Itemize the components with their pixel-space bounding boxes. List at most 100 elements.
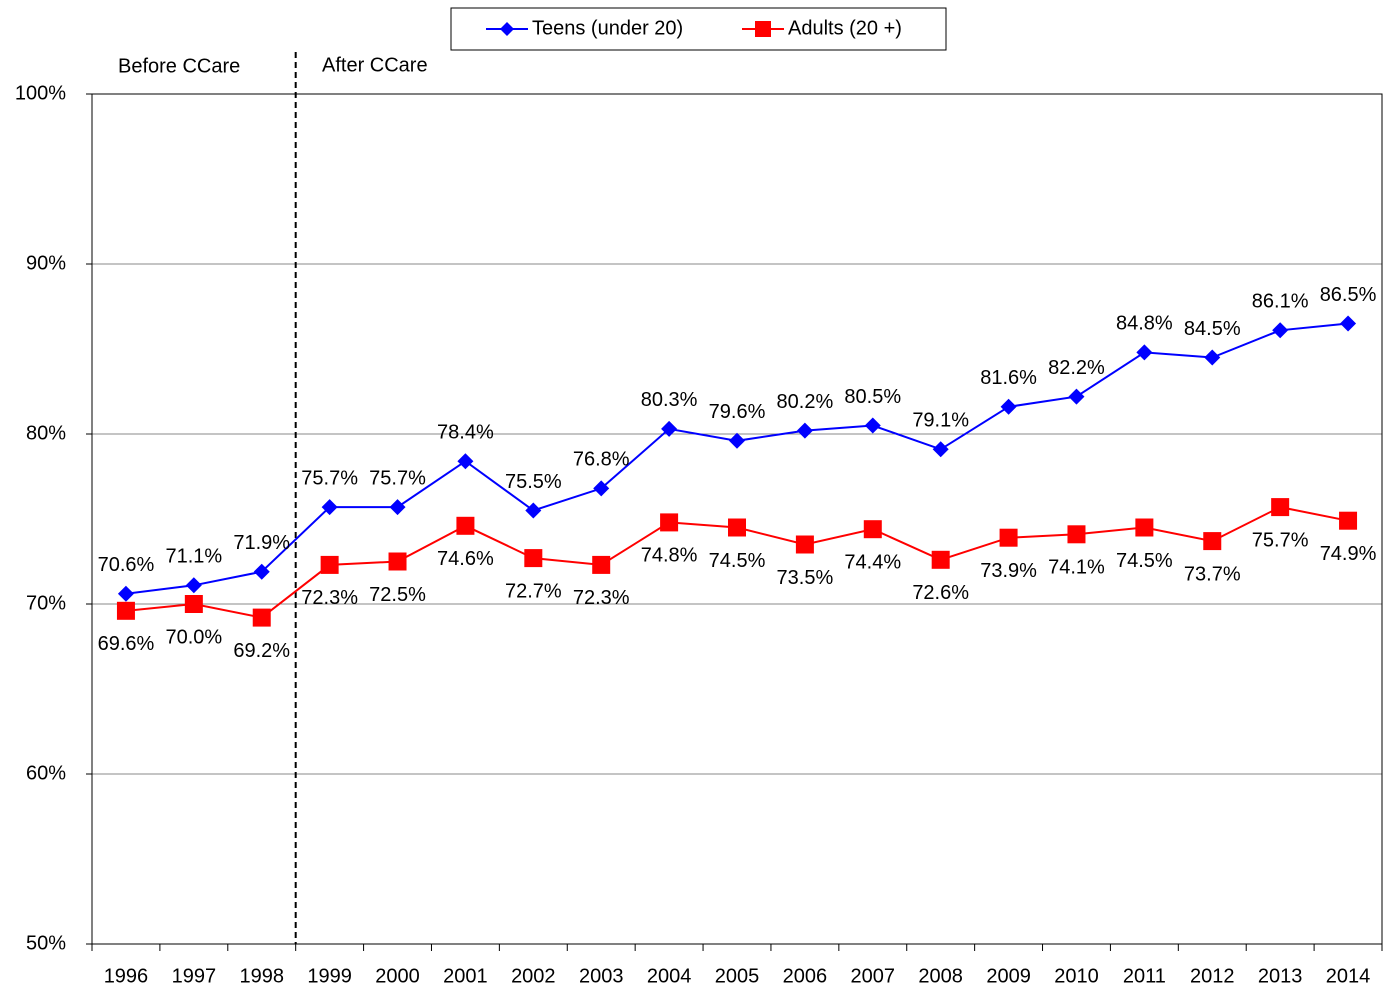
data-label: 79.6%: [709, 401, 766, 423]
x-tick-label: 2012: [1190, 965, 1235, 987]
x-tick-label: 2000: [375, 965, 420, 987]
data-label: 79.1%: [912, 410, 969, 432]
data-point: [320, 555, 339, 574]
data-label: 72.7%: [505, 580, 562, 602]
data-point: [389, 499, 406, 516]
data-label: 75.5%: [505, 471, 562, 493]
data-label: 74.5%: [1116, 550, 1173, 572]
x-tick-label: 2003: [579, 965, 624, 987]
data-point: [1271, 498, 1290, 517]
data-label: 71.1%: [165, 546, 222, 568]
x-tick-label: 2011: [1123, 965, 1166, 987]
data-label: 81.6%: [980, 367, 1037, 389]
data-label: 71.9%: [233, 532, 290, 554]
data-label: 74.9%: [1320, 543, 1377, 565]
y-tick-label: 50%: [26, 932, 66, 954]
data-label: 86.5%: [1320, 284, 1377, 306]
data-point: [1272, 322, 1289, 339]
y-tick-label: 80%: [26, 422, 66, 444]
legend-box: [450, 7, 947, 51]
data-label: 84.8%: [1116, 313, 1173, 335]
annotation: Before CCare: [118, 55, 240, 77]
data-label: 80.3%: [641, 389, 698, 411]
data-label: 70.6%: [98, 554, 155, 576]
data-point: [1339, 511, 1358, 530]
data-point: [931, 550, 950, 569]
data-label: 74.4%: [844, 551, 901, 573]
legend-label: Teens (under 20): [532, 17, 683, 39]
data-point: [1203, 532, 1222, 551]
data-point: [1204, 349, 1221, 366]
x-tick-label: 1997: [172, 965, 217, 987]
data-point: [864, 417, 881, 434]
data-label: 80.2%: [777, 391, 834, 413]
data-label: 72.3%: [573, 587, 630, 609]
x-tick-label: 2008: [918, 965, 963, 987]
data-point: [184, 595, 203, 613]
data-point: [1067, 525, 1086, 544]
y-tick-label: 70%: [26, 592, 66, 614]
y-tick-label: 100%: [15, 82, 66, 104]
data-label: 69.2%: [233, 640, 290, 662]
x-tick-label: 2006: [783, 965, 828, 987]
data-point: [863, 520, 882, 539]
plot-border: [91, 93, 1383, 945]
data-label: 70.0%: [165, 626, 222, 648]
data-point: [253, 563, 270, 580]
data-label: 84.5%: [1184, 318, 1241, 340]
data-point: [1340, 315, 1357, 332]
x-tick-label: 1998: [239, 965, 284, 987]
y-tick-label: 90%: [26, 252, 66, 274]
x-tick-label: 1999: [307, 965, 352, 987]
data-label: 72.5%: [369, 584, 426, 606]
data-point: [456, 516, 475, 535]
annotation: After CCare: [322, 54, 428, 76]
data-point: [1135, 518, 1154, 537]
data-label: 74.1%: [1048, 557, 1105, 579]
legend-label: Adults (20 +): [788, 17, 902, 39]
data-label: 82.2%: [1048, 357, 1105, 379]
y-tick-label: 60%: [26, 762, 66, 784]
data-label: 86.1%: [1252, 291, 1309, 313]
data-point: [932, 441, 949, 458]
x-tick-label: 2001: [443, 965, 488, 987]
data-point: [388, 552, 407, 571]
x-tick-label: 2002: [511, 965, 556, 987]
data-label: 74.8%: [641, 545, 698, 567]
data-label: 73.5%: [777, 567, 834, 589]
data-point: [252, 608, 271, 627]
x-tick-label: 2013: [1258, 965, 1303, 987]
data-point: [1068, 388, 1085, 405]
data-label: 78.4%: [437, 421, 494, 443]
data-label: 69.6%: [98, 633, 155, 655]
data-point: [592, 555, 611, 574]
data-point: [524, 549, 543, 568]
data-label: 75.7%: [301, 467, 358, 489]
data-point: [117, 585, 134, 602]
data-label: 80.5%: [844, 386, 901, 408]
data-point: [185, 577, 202, 594]
data-label: 72.6%: [912, 582, 969, 604]
x-tick-label: 2010: [1054, 965, 1099, 987]
data-label: 75.7%: [369, 467, 426, 489]
x-tick-label: 2014: [1326, 965, 1371, 987]
x-tick-label: 2004: [647, 965, 692, 987]
x-tick-label: 2007: [851, 965, 896, 987]
data-label: 74.5%: [709, 550, 766, 572]
data-label: 72.3%: [301, 587, 358, 609]
data-point: [796, 422, 813, 439]
data-point: [116, 601, 135, 620]
x-tick-label: 1996: [104, 965, 149, 987]
data-point: [321, 499, 338, 516]
data-point: [457, 453, 474, 470]
data-point: [1000, 398, 1017, 415]
data-point: [999, 528, 1018, 547]
data-label: 76.8%: [573, 449, 630, 471]
data-label: 75.7%: [1252, 529, 1309, 551]
data-point: [729, 432, 745, 449]
x-tick-label: 2005: [715, 965, 760, 987]
data-label: 74.6%: [437, 548, 494, 570]
data-label: 73.7%: [1184, 563, 1241, 585]
legend-marker: [500, 22, 514, 36]
